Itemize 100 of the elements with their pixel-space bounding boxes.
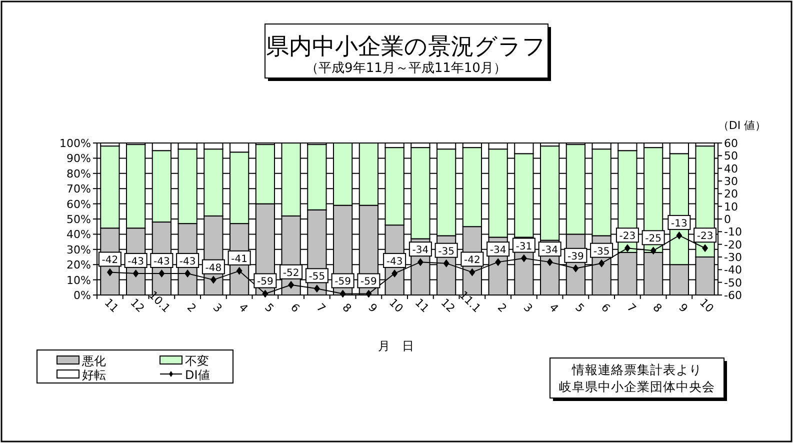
text: 情報連絡票集計表より (571, 362, 702, 377)
data-label: -59 (360, 276, 377, 288)
data-label: -59 (257, 276, 274, 288)
y2-tick-label: -50 (724, 276, 742, 290)
x-tick-label: 6 (598, 300, 613, 316)
x-tick-label: 11 (102, 296, 122, 316)
point (676, 231, 682, 240)
chart-subtitle: （平成9年11月～平成11年10月） (306, 61, 506, 76)
point (624, 244, 630, 252)
point (392, 269, 398, 278)
legend-label: 好転 (82, 368, 106, 382)
data-label: -41 (231, 254, 248, 265)
data-label: -34 (490, 245, 506, 256)
point (158, 269, 165, 278)
x-tick-label: 7 (624, 300, 639, 316)
point (520, 254, 527, 262)
y2-tick-label: -30 (724, 251, 742, 264)
point (572, 264, 579, 272)
data-label: -34 (412, 245, 429, 256)
y-tick-label: 20% (66, 258, 91, 272)
x-tick-label: 12 (128, 296, 147, 316)
data-label: -13 (671, 218, 688, 230)
data-label: -31 (516, 241, 532, 252)
x-tick-label: 8 (650, 300, 664, 316)
text: 岐阜県中小企業団体中央会 (559, 379, 715, 394)
data-label: -55 (308, 272, 326, 283)
x-tick-label: 6 (288, 300, 302, 316)
data-label: -42 (464, 255, 480, 266)
x-tick-label: 7 (314, 300, 328, 316)
point (650, 246, 656, 255)
y2-tick-label: 60 (724, 137, 738, 150)
y2-tick-label: -60 (724, 289, 742, 302)
y-tick-label: 70% (66, 182, 91, 196)
y2-tick-label: -20 (724, 238, 742, 252)
y-tick-label: 100% (60, 137, 91, 150)
y2-tick-label: 30 (724, 175, 738, 188)
y-tick-label: 10% (66, 274, 91, 287)
y2-tick-label: 0 (724, 213, 731, 226)
x-tick-label: 9 (676, 300, 690, 316)
y2-tick-label: 10 (724, 200, 738, 214)
x-tick-label: 8 (340, 300, 354, 316)
y2-tick-label: -10 (724, 226, 742, 239)
y2-tick-label: -40 (724, 264, 742, 277)
x-tick-label: 4 (546, 300, 561, 316)
x-axis-title: 月 日 (378, 339, 414, 353)
point (314, 284, 320, 293)
point (598, 259, 605, 268)
data-label: -43 (386, 256, 403, 268)
point (417, 258, 424, 266)
point (106, 268, 113, 276)
point (288, 280, 294, 289)
x-tick-label: 10 (697, 296, 716, 316)
data-label: -39 (568, 251, 584, 262)
x-tick-label: 12 (438, 296, 458, 316)
point (132, 269, 139, 278)
legend-label: 不変 (185, 354, 209, 368)
point (184, 269, 191, 278)
x-tick-label: 2 (184, 300, 199, 316)
point (469, 268, 476, 276)
y-tick-label: 60% (66, 198, 91, 211)
x-tick-label: 5 (572, 300, 587, 316)
x-tick-label: 2 (494, 300, 510, 316)
y-tick-label: 40% (66, 228, 91, 242)
data-label: -59 (334, 276, 351, 288)
point (210, 276, 216, 284)
data-label: -43 (179, 256, 196, 268)
data-label: -35 (593, 246, 610, 258)
point (702, 244, 708, 252)
data-label: -23 (619, 231, 636, 242)
x-tick-label: 3 (520, 300, 536, 316)
y2-tick-label: 40 (724, 162, 738, 176)
y-tick-label: 0% (74, 289, 91, 302)
y2-axis-title: （DI 値） (718, 119, 766, 132)
y-tick-label: 50% (66, 213, 91, 226)
data-label: -35 (438, 246, 454, 258)
x-tick-label: 11 (412, 296, 432, 316)
data-label: -23 (696, 231, 714, 242)
data-label: -42 (102, 255, 118, 266)
point (546, 258, 553, 266)
x-tick-label: 3 (210, 300, 225, 316)
chart-title: 県内中小企業の景況グラフ (266, 34, 546, 60)
data-label: -52 (282, 268, 300, 279)
point (495, 258, 502, 266)
point (236, 266, 242, 275)
x-tick-label: 10 (386, 296, 406, 316)
point (443, 259, 450, 268)
y2-tick-label: 20 (724, 188, 738, 201)
x-tick-label: 9 (366, 300, 380, 316)
y-tick-label: 30% (66, 243, 91, 256)
y2-tick-label: 50 (724, 150, 738, 163)
legend-label: DI値 (185, 368, 210, 382)
y-tick-label: 90% (66, 152, 91, 166)
y-tick-label: 80% (66, 167, 91, 180)
x-tick-label: 5 (262, 300, 276, 316)
data-label: -43 (128, 256, 144, 268)
data-label: -48 (205, 262, 222, 274)
x-tick-label: 4 (236, 300, 250, 316)
legend-label: 悪化 (81, 354, 106, 368)
data-label: -43 (154, 256, 170, 268)
data-label: -34 (542, 245, 558, 256)
